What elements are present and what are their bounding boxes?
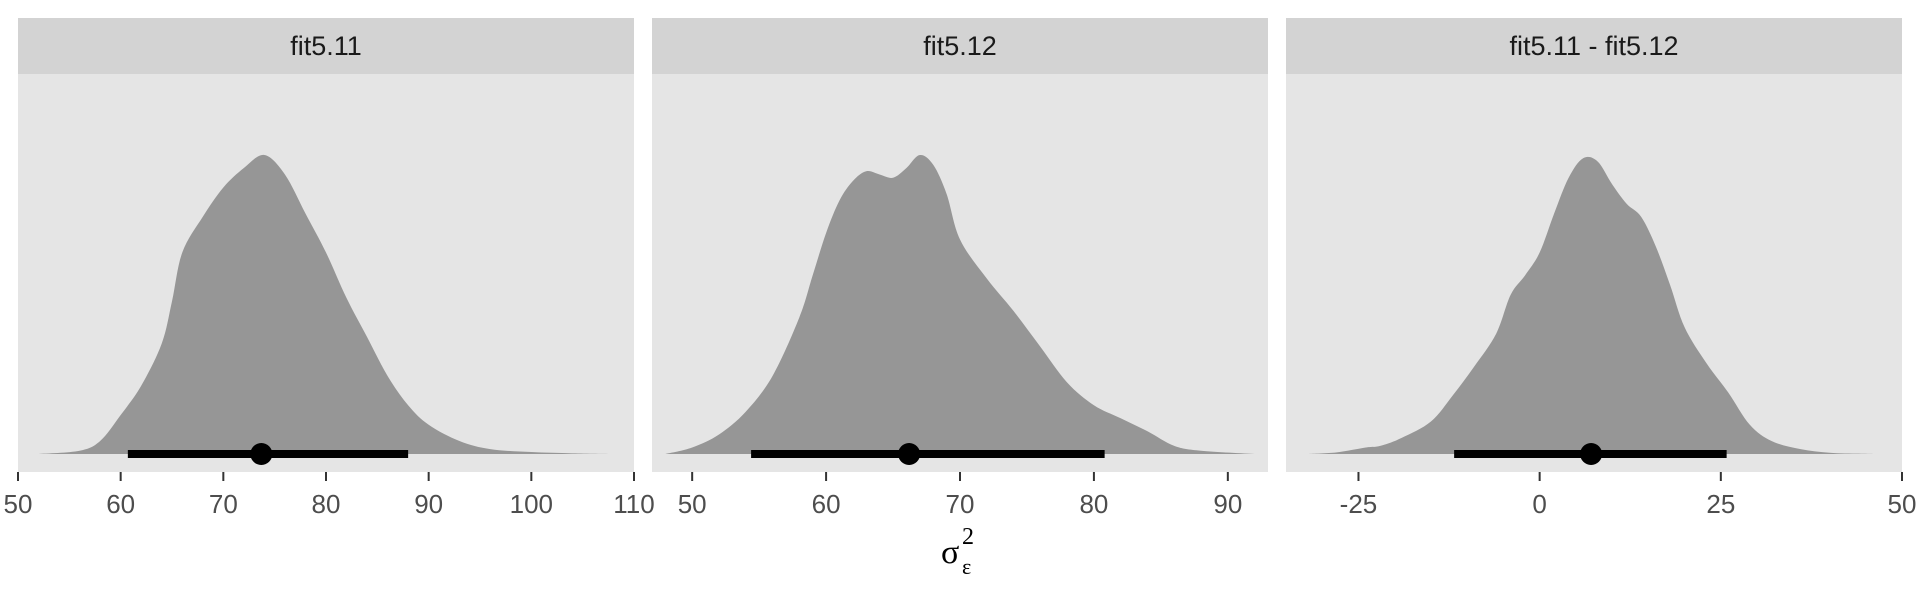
point-estimate [898, 443, 921, 465]
facet-strip-label: fit5.11 - fit5.12 [1509, 31, 1678, 61]
x-axis-title-subscript: ε [962, 554, 971, 579]
x-tick-label: 70 [946, 489, 975, 519]
x-axis-title-symbol: σ [941, 534, 959, 571]
x-tick-label: 60 [812, 489, 841, 519]
point-estimate [250, 443, 273, 465]
x-tick-label: 80 [312, 489, 341, 519]
x-tick-label: 110 [613, 489, 654, 519]
x-axis-title: σ 2 ε [941, 524, 974, 579]
facet-strip-background [18, 18, 634, 74]
facet-strip-background [652, 18, 1268, 74]
panel-3: fit5.11 - fit5.12 -25 0 25 50 [1286, 18, 1916, 519]
x-tick-label: 25 [1706, 489, 1735, 519]
density-area [665, 154, 1255, 454]
x-tick-label: 100 [510, 489, 553, 519]
x-tick-label: 50 [4, 489, 33, 519]
panel-2: fit5.12 50 60 70 80 90 [652, 18, 1268, 519]
panels-group: fit5.11 50 60 70 80 90 100 110 fit5.12 50 60 70 80 90… [4, 18, 1916, 519]
x-axis-title-superscript: 2 [962, 524, 974, 550]
x-tick-label: 90 [414, 489, 443, 519]
x-tick-label: 90 [1213, 489, 1242, 519]
x-tick-label: 50 [678, 489, 707, 519]
facet-strip-background [1286, 18, 1902, 74]
point-estimate [1580, 443, 1603, 465]
x-tick-label: 60 [106, 489, 135, 519]
x-tick-label: -25 [1340, 489, 1378, 519]
density-area [1307, 156, 1874, 455]
density-area [38, 154, 614, 454]
x-tick-label: 80 [1079, 489, 1108, 519]
x-tick-label: 50 [1888, 489, 1917, 519]
facet-strip-label: fit5.12 [923, 31, 997, 61]
x-tick-label: 0 [1532, 489, 1546, 519]
panel-1: fit5.11 50 60 70 80 90 100 110 [4, 18, 655, 519]
facet-strip-label: fit5.11 [290, 31, 362, 61]
x-tick-label: 70 [209, 489, 238, 519]
